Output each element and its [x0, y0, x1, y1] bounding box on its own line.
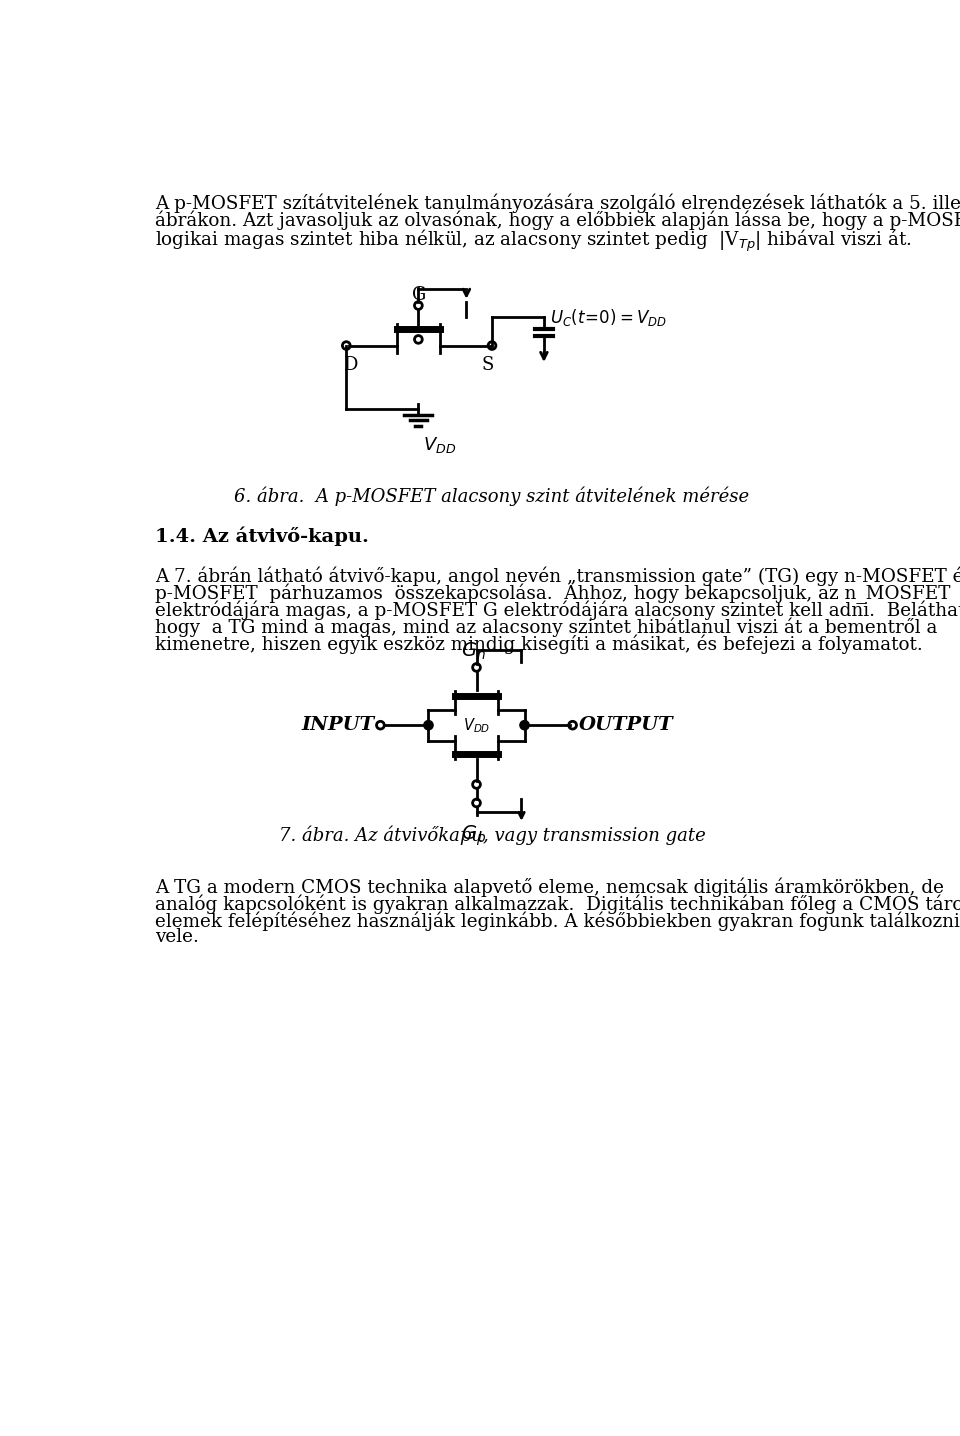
Text: D: D — [343, 356, 357, 375]
Text: G: G — [412, 286, 426, 304]
Text: logikai magas szintet hiba nélkül, az alacsony szintet pedig  |V$_{Tp}$| hibával: logikai magas szintet hiba nélkül, az al… — [155, 228, 912, 254]
Text: hogy  a TG mind a magas, mind az alacsony szintet hibátlanul viszi át a bementrő: hogy a TG mind a magas, mind az alacsony… — [155, 617, 937, 638]
Text: OUTPUT: OUTPUT — [579, 717, 673, 734]
Text: $V_{DD}$: $V_{DD}$ — [423, 435, 456, 455]
Text: $V_{DD}$: $V_{DD}$ — [463, 715, 491, 735]
Text: $G_n$: $G_n$ — [461, 640, 486, 662]
Text: p-MOSFET  párhuzamos  összekapcsolása.  Ahhoz, hogy bekapcsoljuk, az n_MOSFET  G: p-MOSFET párhuzamos összekapcsolása. Ahh… — [155, 583, 960, 605]
Text: elektródájára magas, a p-MOSFET G elektródájára alacsony szintet kell adni.  Bel: elektródájára magas, a p-MOSFET G elektr… — [155, 600, 960, 620]
Text: 7. ábra. Az átvivőkapu, vagy transmission gate: 7. ábra. Az átvivőkapu, vagy transmissio… — [278, 826, 706, 844]
Text: A TG a modern CMOS technika alapvető eleme, nemcsak digitális áramkörökben, de: A TG a modern CMOS technika alapvető ele… — [155, 877, 944, 898]
Text: kimenetre, hiszen egyik eszköz mindig kisegíti a másikat, és befejezi a folyamat: kimenetre, hiszen egyik eszköz mindig ki… — [155, 635, 923, 653]
Text: 6. ábra.  A p-MOSFET alacsony szint átvitelének mérése: 6. ábra. A p-MOSFET alacsony szint átvit… — [234, 487, 750, 505]
Circle shape — [520, 721, 529, 729]
Text: 1.4. Az átvivő-kapu.: 1.4. Az átvivő-kapu. — [155, 527, 369, 546]
Text: A 7. ábrán látható átvivő-kapu, angol nevén „transmission gate” (TG) egy n-MOSFE: A 7. ábrán látható átvivő-kapu, angol ne… — [155, 567, 960, 586]
Circle shape — [423, 721, 433, 729]
Text: elemek felépítéséhez használják leginkább. A későbbiekben gyakran fogunk találko: elemek felépítéséhez használják leginkáb… — [155, 912, 960, 931]
Text: ábrákon. Azt javasoljuk az olvasónak, hogy a előbbiek alapján lássa be, hogy a p: ábrákon. Azt javasoljuk az olvasónak, ho… — [155, 211, 960, 230]
Text: S: S — [482, 356, 494, 375]
Text: vele.: vele. — [155, 929, 199, 946]
Text: INPUT: INPUT — [301, 717, 374, 734]
Text: A p-MOSFET szítátvitelének tanulmányozására szolgáló elrendezések láthatók a 5. : A p-MOSFET szítátvitelének tanulmányozás… — [155, 194, 960, 214]
Text: $G_p$: $G_p$ — [461, 824, 486, 849]
Text: analóg kapcsolóként is gyakran alkalmazzak.  Digitális technikában főleg a CMOS : analóg kapcsolóként is gyakran alkalmazz… — [155, 895, 960, 915]
Text: $U_C(t\!=\!0) = V_{DD}$: $U_C(t\!=\!0) = V_{DD}$ — [550, 306, 667, 327]
